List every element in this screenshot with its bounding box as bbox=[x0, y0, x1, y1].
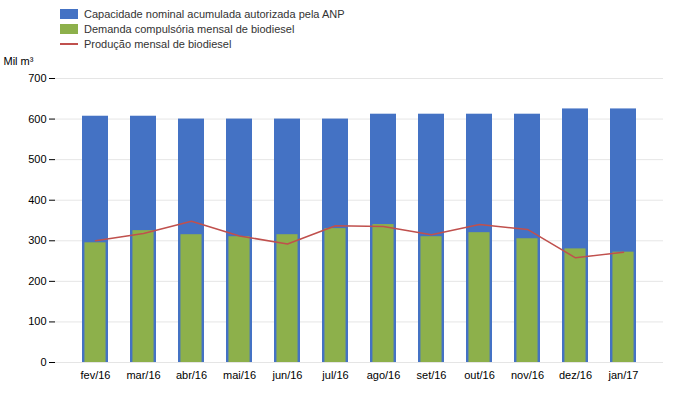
svg-text:mar/16: mar/16 bbox=[126, 369, 160, 381]
svg-text:0: 0 bbox=[40, 356, 46, 368]
svg-text:set/16: set/16 bbox=[417, 369, 447, 381]
html-text:Produção mensal de biodiesel: Produção mensal de biodiesel bbox=[84, 38, 232, 50]
svg-text:500: 500 bbox=[28, 153, 46, 165]
svg-text:mai/16: mai/16 bbox=[223, 369, 256, 381]
svg-text:out/16: out/16 bbox=[464, 369, 495, 381]
svg-text:jan/17: jan/17 bbox=[608, 369, 639, 381]
svg-text:Mil m³: Mil m³ bbox=[4, 55, 34, 67]
svg-text:400: 400 bbox=[28, 194, 46, 206]
svg-text:abr/16: abr/16 bbox=[176, 369, 207, 381]
svg-text:nov/16: nov/16 bbox=[511, 369, 544, 381]
svg-text:jul/16: jul/16 bbox=[321, 369, 348, 381]
svg-text:100: 100 bbox=[28, 315, 46, 327]
svg-text:dez/16: dez/16 bbox=[559, 369, 592, 381]
svg-text:ago/16: ago/16 bbox=[367, 369, 401, 381]
svg-text:600: 600 bbox=[28, 113, 46, 125]
svg-text:fev/16: fev/16 bbox=[81, 369, 111, 381]
svg-text:jun/16: jun/16 bbox=[272, 369, 303, 381]
html-text:Demanda compulsória mensal de: Demanda compulsória mensal de biodiesel bbox=[84, 23, 295, 35]
svg-text:300: 300 bbox=[28, 234, 46, 246]
svg-text:200: 200 bbox=[28, 275, 46, 287]
html-text:Capacidade nominal acumulada a: Capacidade nominal acumulada autorizada … bbox=[84, 8, 345, 20]
svg-text:700: 700 bbox=[28, 72, 46, 84]
